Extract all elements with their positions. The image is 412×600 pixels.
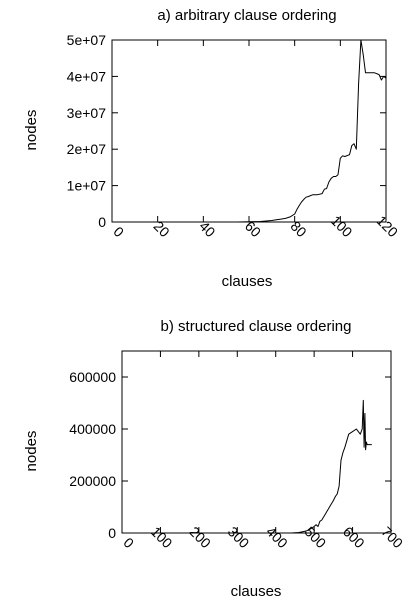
- chart-a-ytick-label: 1e+07: [67, 178, 107, 194]
- chart-a-title: a) arbitrary clause ordering: [157, 7, 336, 24]
- chart-b: b) structured clause ordering nodes clau…: [23, 318, 406, 600]
- chart-a-xtick-label: 120: [373, 212, 401, 240]
- chart-b-ytick-label: 600000: [69, 369, 116, 385]
- chart-a-xlabel: clauses: [222, 273, 273, 290]
- chart-a-ytick-label: 4e+07: [67, 68, 107, 84]
- chart-a-xtick-label: 0: [110, 223, 127, 240]
- chart-a-frame: [111, 39, 387, 223]
- chart-b-xtick-label: 600: [340, 523, 368, 551]
- chart-a-ytick-label: 5e+07: [67, 32, 107, 48]
- chart-b-ylabel: nodes: [23, 431, 40, 472]
- chart-a-ylabel: nodes: [23, 110, 40, 151]
- chart-b-xtick-label: 200: [186, 523, 214, 551]
- chart-a-xtick-label: 40: [196, 218, 218, 240]
- chart-b-ytick-label: 0: [108, 525, 116, 541]
- chart-a-ytick-label: 0: [98, 214, 106, 230]
- chart-b-ytick-label: 400000: [69, 421, 116, 437]
- chart-b-xtick-label: 400: [263, 523, 291, 551]
- chart-a-xtick-label: 100: [328, 212, 356, 240]
- chart-a-series-line: [112, 39, 387, 223]
- chart-b-xtick-label: 700: [378, 523, 406, 551]
- chart-b-ytick-label: 200000: [69, 473, 116, 489]
- chart-b-xtick-label: 100: [148, 523, 176, 551]
- chart-a-ytick-label: 3e+07: [67, 105, 107, 121]
- chart-b-xtick-label: 300: [225, 523, 253, 551]
- chart-a-xtick-label: 80: [288, 218, 310, 240]
- chart-a-xtick-label: 20: [151, 218, 173, 240]
- chart-b-plot: 0 200000 400000 600000 0 100 200 300 400 500 600 70…: [69, 350, 406, 551]
- chart-a-ytick-label: 2e+07: [67, 141, 107, 157]
- chart-b-title: b) structured clause ordering: [161, 318, 352, 335]
- chart-a: a) arbitrary clause ordering nodes claus…: [23, 7, 401, 290]
- chart-b-xtick-label: 0: [120, 534, 137, 551]
- chart-b-frame: [121, 350, 392, 534]
- chart-b-xlabel: clauses: [231, 583, 282, 600]
- chart-b-series-line: [122, 399, 372, 534]
- chart-b-xtick-label: 500: [302, 523, 330, 551]
